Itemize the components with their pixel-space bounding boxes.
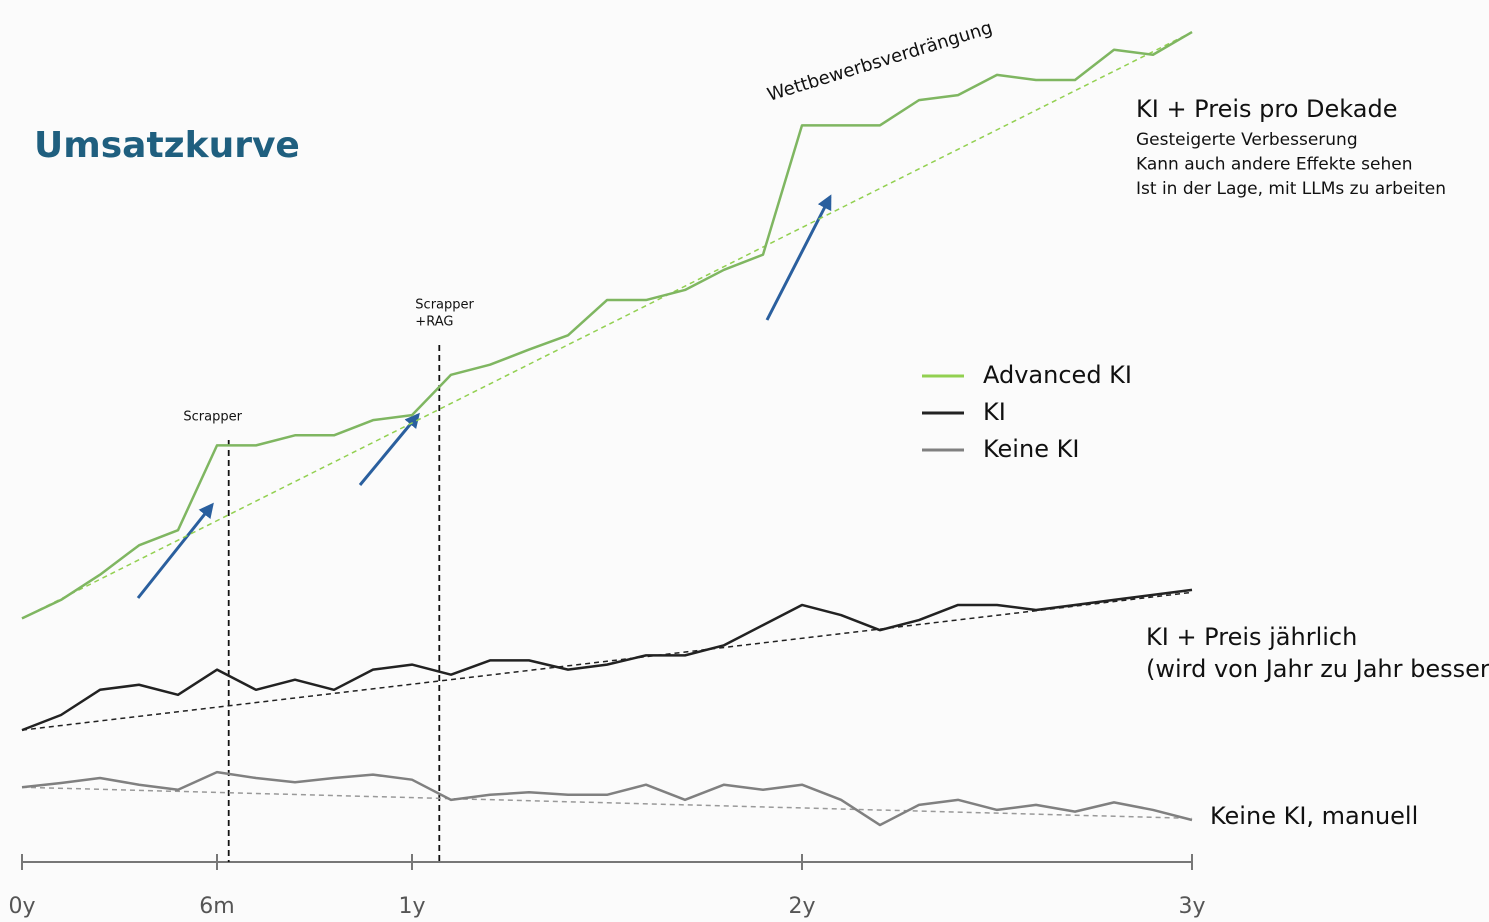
trend-line bbox=[21, 591, 1193, 731]
x-tick-label: 3y bbox=[1178, 894, 1205, 919]
x-tick-label: 2y bbox=[788, 894, 815, 919]
slide-title: Umsatzkurve bbox=[34, 125, 300, 166]
arrows bbox=[136, 194, 832, 599]
trend-line bbox=[21, 786, 1193, 820]
note-line: Ist in der Lage, mit LLMs zu arbeiten bbox=[1136, 179, 1446, 199]
arrow bbox=[765, 194, 832, 321]
series-line bbox=[21, 588, 1193, 732]
note-line: (wird von Jahr zu Jahr besser bbox=[1146, 655, 1489, 683]
arrow bbox=[358, 412, 420, 486]
series-line bbox=[21, 770, 1193, 827]
legend-label: Advanced KI bbox=[983, 361, 1132, 389]
series-line bbox=[21, 30, 1193, 620]
note-title: KI + Preis pro Dekade bbox=[1136, 95, 1397, 123]
note-line: Kann auch andere Effekte sehen bbox=[1136, 155, 1412, 175]
legend-label: KI bbox=[983, 398, 1006, 426]
x-tick-label: 6m bbox=[199, 894, 234, 919]
arrow bbox=[136, 502, 214, 599]
x-tick-label: 1y bbox=[398, 894, 425, 919]
annotation-label: +RAG bbox=[415, 315, 453, 330]
note-title: KI + Preis jährlich bbox=[1146, 623, 1357, 651]
annotation-label: Scrapper bbox=[415, 298, 474, 313]
annotation-label: Scrapper bbox=[183, 410, 242, 425]
trend-line bbox=[21, 31, 1193, 620]
note-title: Keine KI, manuell bbox=[1210, 802, 1418, 830]
note-line: Gesteigerte Verbesserung bbox=[1136, 130, 1358, 150]
legend-label: Keine KI bbox=[983, 435, 1079, 463]
x-tick-label: 0y bbox=[8, 894, 35, 919]
